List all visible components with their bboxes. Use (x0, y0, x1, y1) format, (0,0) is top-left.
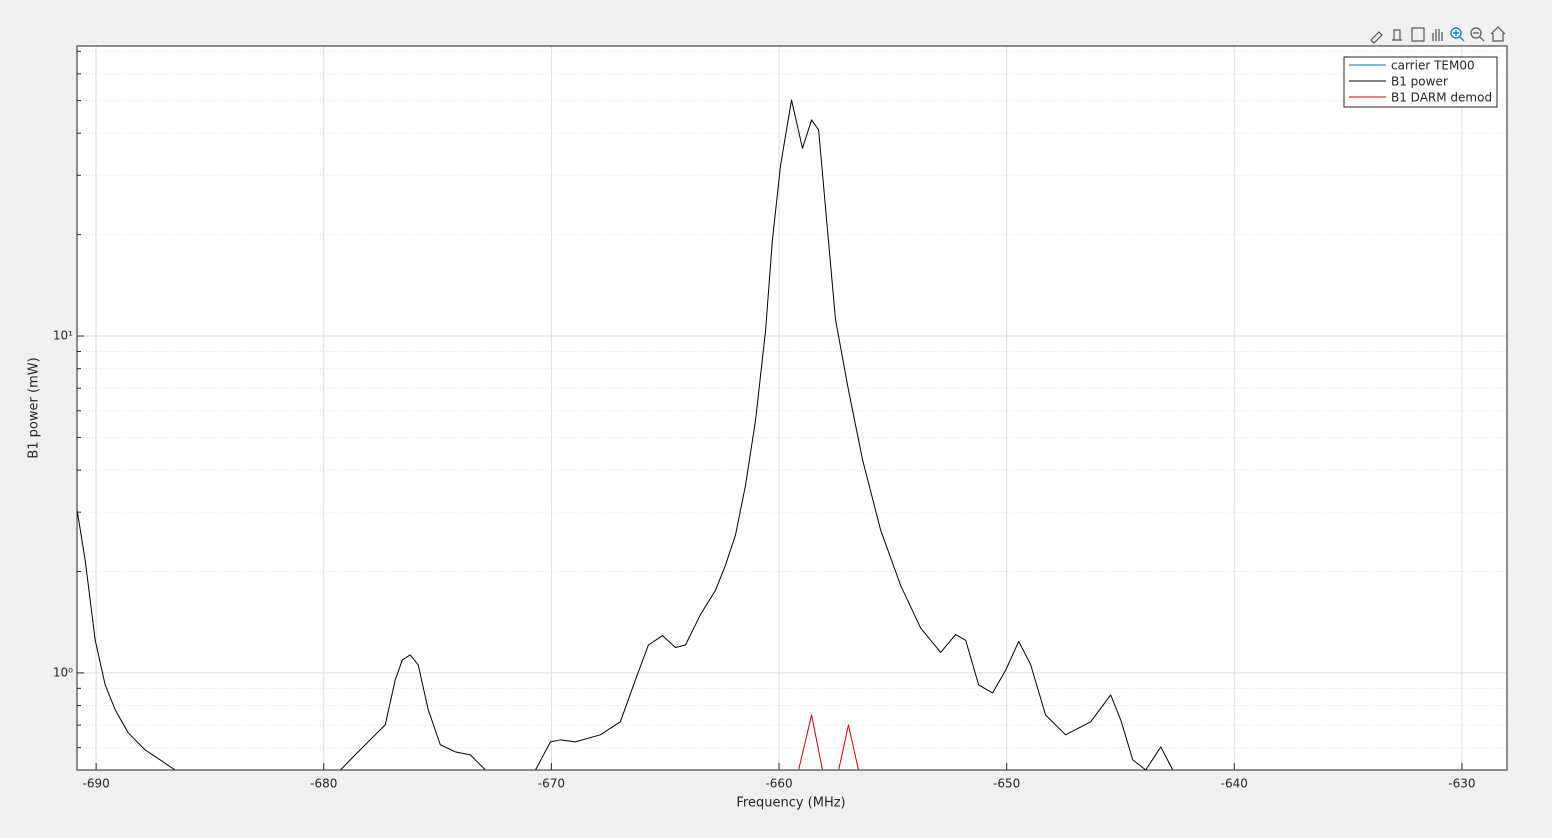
toolbar (1370, 26, 1506, 44)
grid (77, 46, 1507, 770)
plot-area (77, 99, 1174, 770)
legend: carrier TEM00 B1 power B1 DARM demod (1343, 56, 1498, 108)
brush-tool[interactable] (1370, 31, 1383, 44)
y-axis-label: B1 power (mW) (27, 357, 42, 458)
x-tick-label: -650 (993, 777, 1020, 791)
legend-label: B1 power (1391, 75, 1448, 89)
data-tip-tool[interactable] (1392, 29, 1402, 41)
x-tick-label: -630 (1448, 777, 1475, 791)
series-line (798, 714, 859, 770)
pan-tool[interactable] (1432, 29, 1443, 41)
legend-label: B1 DARM demod (1391, 91, 1492, 105)
axes-background (77, 46, 1507, 770)
home-tool[interactable] (1490, 26, 1506, 42)
y-tick-label: 10¹ (53, 329, 73, 343)
legend-label: carrier TEM00 (1391, 59, 1475, 73)
x-tick-label: -660 (765, 777, 792, 791)
zoom-in-tool[interactable] (1450, 27, 1462, 39)
zoom-in-glyph (1453, 30, 1465, 42)
axes-box (76, 45, 1508, 771)
x-tick-label: -690 (83, 777, 110, 791)
series-line (77, 99, 1174, 770)
y-tick-label: 10⁰ (53, 665, 73, 679)
zoom-out-tool[interactable] (1470, 27, 1482, 39)
x-axis-label: Frequency (MHz) (736, 796, 845, 811)
rotate-tool[interactable] (1411, 27, 1425, 42)
x-tick-label: -640 (1221, 777, 1248, 791)
x-tick-label: -680 (310, 777, 337, 791)
zoom-out-glyph (1473, 32, 1485, 42)
x-tick-label: -670 (538, 777, 565, 791)
